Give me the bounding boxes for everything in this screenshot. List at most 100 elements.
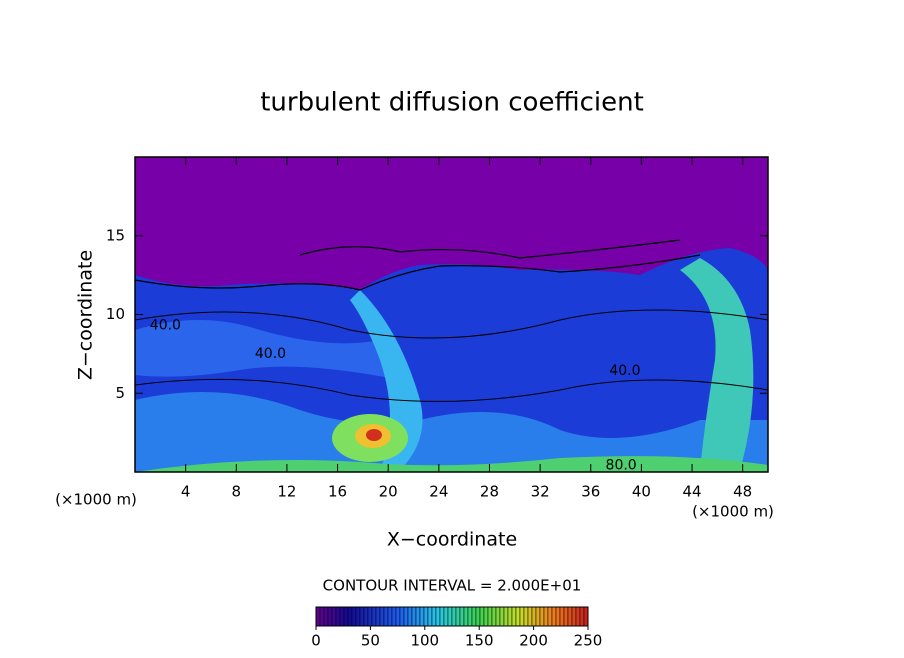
colorbar-cell xyxy=(379,606,385,627)
colorbar-cell xyxy=(475,606,481,627)
contour-label: 80.0 xyxy=(606,458,637,474)
y-tick-label: 5 xyxy=(115,384,125,402)
colorbar-cell xyxy=(427,606,433,627)
colorbar-cell xyxy=(539,606,545,627)
colorbar-cell xyxy=(575,606,581,627)
colorbar-cell xyxy=(335,606,341,627)
colorbar-cell xyxy=(447,606,453,627)
colorbar-cell xyxy=(431,606,437,627)
colorbar: 0 50 100 150 200 250 xyxy=(311,606,603,650)
colorbar-tick-label: 100 xyxy=(410,632,439,650)
colorbar-tick-label: 200 xyxy=(519,632,548,650)
chart-title: turbulent diffusion coefficient xyxy=(260,88,644,118)
colorbar-cell xyxy=(435,606,441,627)
colorbar-cell xyxy=(383,606,389,627)
colorbar-cell xyxy=(571,606,577,627)
colorbar-cell xyxy=(527,606,533,627)
x-tick-label: 12 xyxy=(277,483,296,501)
colorbar-cell xyxy=(315,606,321,627)
x-tick-label: 32 xyxy=(531,483,550,501)
colorbar-cell xyxy=(323,606,329,627)
x-tick-label: 36 xyxy=(581,483,600,501)
colorbar-tick-label: 250 xyxy=(574,632,603,650)
contour-label: 40.0 xyxy=(609,363,640,379)
x-tick-label: 44 xyxy=(682,483,701,501)
colorbar-cell xyxy=(547,606,553,627)
colorbar-tick-label: 150 xyxy=(465,632,494,650)
colorbar-cell xyxy=(523,606,529,627)
colorbar-cell xyxy=(515,606,521,627)
colorbar-cell xyxy=(483,606,489,627)
colorbar-cell xyxy=(471,606,477,627)
colorbar-cell xyxy=(551,606,557,627)
colorbar-cell xyxy=(567,606,573,627)
contour-interval: CONTOUR INTERVAL = 2.000E+01 xyxy=(323,577,582,595)
colorbar-cell xyxy=(359,606,365,627)
colorbar-cell xyxy=(419,606,425,627)
x-tick-label: 4 xyxy=(181,483,191,501)
colorbar-cell xyxy=(559,606,565,627)
colorbar-cell xyxy=(343,606,349,627)
colorbar-cell xyxy=(319,606,325,627)
colorbar-cell xyxy=(371,606,377,627)
colorbar-cell xyxy=(479,606,485,627)
colorbar-cell xyxy=(423,606,429,627)
colorbar-cell xyxy=(399,606,405,627)
x-unit: (×1000 m) xyxy=(692,503,774,521)
colorbar-cell xyxy=(459,606,465,627)
colorbar-cell xyxy=(355,606,361,627)
colorbar-cell xyxy=(531,606,537,627)
colorbar-cell xyxy=(331,606,337,627)
colorbar-tick-label: 50 xyxy=(361,632,380,650)
colorbar-cell xyxy=(339,606,345,627)
colorbar-cell xyxy=(555,606,561,627)
colorbar-cell xyxy=(347,606,353,627)
x-tick-label: 20 xyxy=(379,483,398,501)
colorbar-cell xyxy=(579,606,585,627)
colorbar-cell xyxy=(363,606,369,627)
colorbar-tick-label: 0 xyxy=(311,632,321,650)
x-tick-label: 8 xyxy=(232,483,242,501)
colorbar-frame xyxy=(315,606,589,627)
x-tick-label: 16 xyxy=(328,483,347,501)
colorbar-cell xyxy=(403,606,409,627)
y-axis-label: Z−coordinate xyxy=(75,250,97,380)
colorbar-cell xyxy=(499,606,505,627)
colorbar-cell xyxy=(411,606,417,627)
colorbar-cell xyxy=(443,606,449,627)
colorbar-cell xyxy=(455,606,461,627)
y-unit: (×1000 m) xyxy=(55,491,137,509)
colorbar-cell xyxy=(351,606,357,627)
colorbar-cell xyxy=(535,606,541,627)
colorbar-cell xyxy=(519,606,525,627)
x-tick-label: 28 xyxy=(480,483,499,501)
y-tick-label: 15 xyxy=(106,226,125,244)
colorbar-cell xyxy=(327,606,333,627)
colorbar-cell xyxy=(375,606,381,627)
colorbar-cell xyxy=(415,606,421,627)
colorbar-cell xyxy=(507,606,513,627)
y-tick-label: 10 xyxy=(106,305,125,323)
colorbar-cell xyxy=(495,606,501,627)
colorbar-cell xyxy=(563,606,569,627)
contour-label: 40.0 xyxy=(255,346,286,362)
colorbar-cell xyxy=(583,606,589,627)
colorbar-cell xyxy=(407,606,413,627)
colorbar-cell xyxy=(387,606,393,627)
x-tick-label: 24 xyxy=(429,483,448,501)
colorbar-cell xyxy=(487,606,493,627)
colorbar-cell xyxy=(391,606,397,627)
colorbar-cell xyxy=(451,606,457,627)
colorbar-cell xyxy=(543,606,549,627)
colorbar-cell xyxy=(491,606,497,627)
contour-label: 40.0 xyxy=(150,318,181,334)
colorbar-cell xyxy=(463,606,469,627)
colorbar-cell xyxy=(467,606,473,627)
colorbar-cell xyxy=(503,606,509,627)
colorbar-cell xyxy=(395,606,401,627)
colorbar-cell xyxy=(439,606,445,627)
colorbar-cell xyxy=(511,606,517,627)
field xyxy=(135,157,768,472)
x-tick-label: 40 xyxy=(632,483,651,501)
